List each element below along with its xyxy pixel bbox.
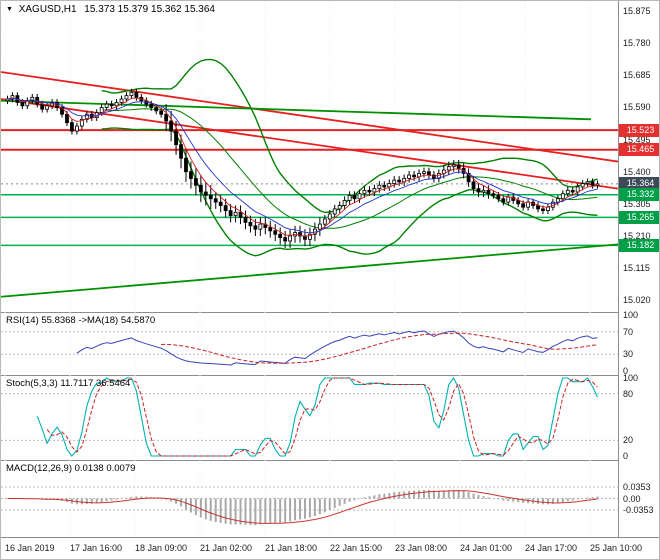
price-chart-area[interactable] — [1, 1, 618, 312]
rsi-label: RSI(14) 55.8368 ->MA(18) 54.5870 — [6, 315, 156, 326]
price-badge: 15.332 — [619, 188, 659, 202]
rsi-panel: RSI(14) 55.8368 ->MA(18) 54.5870 100 70 30… — [1, 310, 659, 376]
price-tick: 15.210 — [623, 230, 651, 241]
price-badge: 15.265 — [619, 210, 659, 224]
rsi-tick: 70 — [623, 326, 634, 337]
price-tick: 15.305 — [623, 198, 651, 209]
time-label: 25 Jan 10:00 — [590, 543, 643, 553]
time-label: 22 Jan 15:00 — [330, 543, 383, 553]
time-label: 24 Jan 01:00 — [460, 543, 513, 553]
price-badge: 15.364 — [619, 177, 659, 191]
price-tick: 15.780 — [623, 38, 651, 49]
time-label: 23 Jan 08:00 — [395, 543, 448, 553]
time-label: 24 Jan 17:00 — [525, 543, 578, 553]
price-badge: 15.465 — [619, 143, 659, 157]
time-axis[interactable]: 16 Jan 2019 17 Jan 16:00 18 Jan 09:00 21 Ja… — [1, 537, 659, 559]
macd-tick: 0.0353 — [623, 481, 651, 492]
main-chart-panel: ▼ XAGUSD,H1 15.373 15.379 15.362 15.364 … — [1, 1, 659, 312]
stochastic-label: Stoch(5,3,3) 11.7117 36.5464 — [6, 378, 131, 389]
price-tick: 15.685 — [623, 70, 651, 81]
time-label: 18 Jan 09:00 — [135, 543, 188, 553]
macd-axis: 0.0353 0.00 -0.0353 — [618, 460, 659, 537]
price-axis[interactable]: 15.875 15.780 15.685 15.590 15.495 15.400 15.3… — [618, 1, 659, 312]
rsi-tick: 30 — [623, 349, 634, 360]
price-tick: 15.020 — [623, 295, 651, 306]
rsi-tick: 0 — [623, 366, 629, 376]
price-badge: 15.523 — [619, 123, 659, 137]
price-tick: 15.875 — [623, 6, 651, 17]
time-label: 21 Jan 18:00 — [265, 543, 318, 553]
price-tick: 15.400 — [623, 166, 651, 177]
stoch-tick: 80 — [623, 388, 634, 399]
stochastic-chart-area[interactable] — [1, 375, 618, 460]
time-label: 16 Jan 2019 — [5, 543, 55, 553]
time-label: 17 Jan 16:00 — [70, 543, 123, 553]
rsi-chart-area[interactable] — [1, 312, 618, 375]
stoch-tick: 20 — [623, 435, 634, 446]
macd-tick: -0.0353 — [623, 505, 654, 515]
price-badge: 15.182 — [619, 238, 659, 252]
rsi-axis: 100 70 30 0 — [618, 310, 659, 376]
stoch-tick: 0 — [623, 451, 629, 461]
price-tick: 15.590 — [623, 102, 651, 113]
macd-chart-area[interactable] — [1, 460, 618, 537]
symbol-label: XAGUSD,H1 — [18, 4, 77, 15]
chart-title: ▼ XAGUSD,H1 15.373 15.379 15.362 15.364 — [6, 4, 215, 15]
price-tick: 15.115 — [623, 263, 650, 274]
rsi-tick: 100 — [623, 310, 639, 320]
stochastic-axis: 100 80 20 0 — [618, 373, 659, 461]
symbol-dropdown-icon[interactable]: ▼ — [6, 5, 13, 13]
ohlc-label: 15.373 15.379 15.362 15.364 — [84, 4, 215, 15]
stoch-tick: 100 — [623, 373, 639, 383]
price-tick: 15.495 — [623, 134, 651, 145]
macd-panel: MACD(12,26,9) 0.0138 0.0079 0.0353 0.00 -0… — [1, 460, 659, 537]
time-label: 21 Jan 02:00 — [200, 543, 253, 553]
macd-tick: 0.00 — [623, 493, 641, 504]
macd-label: MACD(12,26,9) 0.0138 0.0079 — [6, 463, 136, 474]
stochastic-panel: Stoch(5,3,3) 11.7117 36.5464 100 80 20 0 — [1, 373, 659, 461]
